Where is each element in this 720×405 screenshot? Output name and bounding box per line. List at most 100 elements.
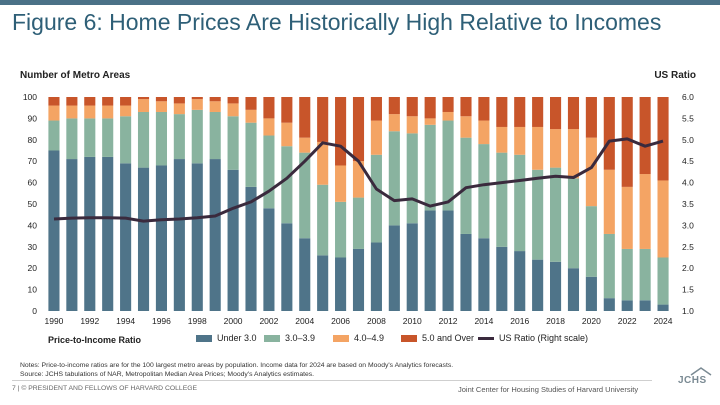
bar-segment: [245, 122, 257, 187]
x-tick-label: 1992: [80, 316, 99, 326]
bar-segment: [173, 97, 185, 104]
bar-segment: [639, 97, 651, 175]
x-tick-label: 1998: [188, 316, 207, 326]
bar-segment: [102, 156, 114, 311]
stacked-bar-chart: 0 10 20 30 40 50 60 70 80 90 100 1.0 1.5 2.0 2.5 3.0 3.5…: [23, 92, 694, 326]
bar-segment: [370, 120, 382, 155]
legend-swatch: [401, 334, 417, 342]
bar-segment: [585, 97, 597, 138]
y-tick-right-label: 1.5: [682, 285, 694, 295]
bar-segment: [478, 144, 490, 239]
x-tick-label: 2018: [546, 316, 565, 326]
bar-segment: [424, 124, 436, 211]
bar-segment: [137, 111, 150, 168]
bar-segment: [657, 97, 669, 181]
bar-segment: [496, 97, 508, 127]
y-tick-left-label: 10: [28, 285, 38, 295]
bar-segment: [496, 126, 508, 153]
bar-segment: [84, 97, 96, 106]
x-tick-label: 2008: [367, 316, 386, 326]
y-axis-right-label: US Ratio: [654, 70, 696, 81]
legend-item: 5.0 and Over: [401, 333, 474, 343]
y-tick-right-label: 2.0: [682, 263, 694, 273]
bar-segment: [155, 101, 167, 112]
bar-segment: [317, 141, 329, 185]
bar-segment: [299, 238, 311, 311]
bar-segment: [460, 97, 472, 117]
bar-segment: [191, 109, 203, 164]
x-tick-label: 2012: [439, 316, 458, 326]
y-tick-right-label: 6.0: [682, 92, 694, 102]
bar-segment: [209, 101, 221, 112]
bar-segment: [621, 186, 633, 249]
bar-segment: [352, 248, 365, 311]
bar-segment: [603, 233, 615, 299]
bar-segment: [532, 169, 544, 260]
notes-line: Notes: Price-to-income ratios are for th…: [20, 362, 454, 369]
legend-item: Under 3.0: [196, 333, 257, 343]
x-tick-label: 2006: [331, 316, 350, 326]
us-ratio-line: [53, 137, 664, 223]
bar-segment: [191, 99, 203, 110]
y-tick-left-label: 90: [28, 113, 38, 123]
bar-segment: [48, 120, 60, 151]
bar-segment: [352, 97, 365, 162]
bar-segment: [335, 257, 347, 311]
x-tick-label: 1990: [44, 316, 63, 326]
x-tick-label: 2016: [510, 316, 529, 326]
jchs-logo: JCHS: [678, 375, 707, 386]
jchs-roof-icon: [690, 367, 712, 376]
y-axis-left-label: Number of Metro Areas: [20, 70, 131, 81]
bar-segment: [84, 105, 96, 119]
footer-divider: [12, 380, 652, 381]
x-tick-label: 2022: [618, 316, 637, 326]
y-tick-left-label: 50: [28, 199, 38, 209]
bar-segment: [227, 103, 239, 117]
bar-segment: [550, 97, 562, 130]
bar-segment: [173, 159, 185, 311]
bar-segment: [102, 105, 114, 119]
bar-segment: [209, 111, 221, 160]
x-tick-label: 2014: [474, 316, 493, 326]
x-tick-label: 2000: [224, 316, 243, 326]
bar-segment: [84, 118, 96, 157]
y-tick-right-label: 5.5: [682, 113, 694, 123]
bar-segment: [120, 97, 132, 106]
bar-segment: [227, 116, 239, 170]
bar-segment: [281, 122, 293, 147]
bar-segment: [299, 152, 311, 239]
bar-segment: [514, 97, 526, 127]
bar-segment: [532, 97, 544, 127]
bar-segment: [335, 201, 347, 258]
bar-segment: [460, 116, 472, 138]
bar-segment: [155, 111, 167, 166]
bar-segment: [66, 97, 78, 106]
bar-segment: [603, 169, 615, 234]
footer-org-name: Joint Center for Housing Studies of Harv…: [458, 385, 639, 394]
bar-segment: [173, 114, 185, 160]
chart-title: Figure 6: Home Prices Are Historically H…: [12, 9, 662, 35]
bar-segment: [478, 238, 490, 311]
bar-segment: [191, 163, 203, 311]
y-tick-right-label: 3.0: [682, 220, 694, 230]
bar-segment: [406, 116, 418, 134]
bar-segment: [514, 126, 526, 155]
bar-segment: [245, 97, 257, 110]
bar-segment: [66, 118, 78, 160]
bar-segment: [66, 159, 78, 311]
bar-segment: [317, 255, 329, 311]
bar-segment: [532, 259, 544, 311]
bar-segment: [406, 97, 418, 117]
x-tick-label: 2024: [654, 316, 673, 326]
bar-segment: [263, 135, 275, 209]
bar-segment: [137, 167, 150, 311]
bar-segment: [657, 304, 669, 311]
bar-segment: [514, 154, 526, 252]
bar-segment: [657, 180, 669, 258]
chart-legend: Under 3.0 3.0–3.9 4.0–4.9 5.0 and Over US Ra…: [0, 333, 720, 347]
bar-segment: [657, 257, 669, 305]
bar-segment: [406, 133, 418, 224]
bar-segment: [567, 97, 580, 130]
bar-segment: [352, 197, 365, 249]
bar-segment: [299, 137, 311, 153]
